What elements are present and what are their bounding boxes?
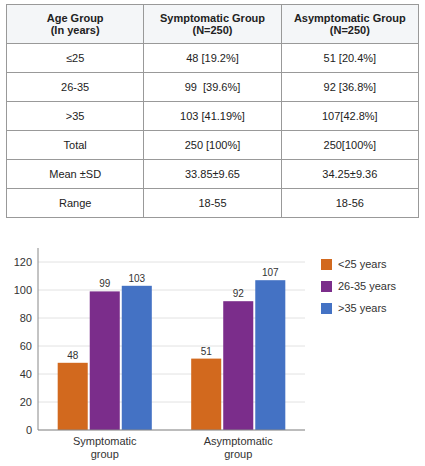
table-cell: 107[42.8%] bbox=[281, 102, 418, 131]
table-cell: 33.85±9.65 bbox=[144, 160, 281, 189]
legend-entry: 26-35 years bbox=[338, 280, 397, 292]
data-label: 48 bbox=[67, 350, 79, 361]
table-cell: 48 [19.2%] bbox=[144, 44, 281, 73]
table-cell: Mean ±SD bbox=[7, 160, 144, 189]
grid-line bbox=[38, 430, 305, 431]
header-row: Age Group (In years)Symptomatic Group (N… bbox=[7, 5, 419, 44]
column-header: Asymptomatic Group (N=250) bbox=[281, 5, 418, 44]
bars bbox=[58, 280, 286, 430]
y-tick-label: 20 bbox=[20, 396, 32, 408]
legend-swatch bbox=[321, 303, 332, 314]
legend-swatch bbox=[321, 281, 332, 292]
table-row: Mean ±SD33.85±9.6534.25±9.36 bbox=[7, 160, 419, 189]
column-header: Age Group (In years) bbox=[7, 5, 144, 44]
data-table: Age Group (In years)Symptomatic Group (N… bbox=[6, 4, 419, 218]
y-tick-label: 120 bbox=[14, 256, 32, 268]
bar bbox=[191, 359, 221, 430]
table-cell: 99 [39.6%] bbox=[144, 73, 281, 102]
page: Age Group (In years)Symptomatic Group (N… bbox=[0, 4, 425, 466]
table-cell: 51 [20.4%] bbox=[281, 44, 418, 73]
data-label: 103 bbox=[128, 273, 145, 284]
bar bbox=[122, 286, 152, 430]
y-tick-label: 60 bbox=[20, 340, 32, 352]
y-tick-label: 80 bbox=[20, 312, 32, 324]
table-cell: 92 [36.8%] bbox=[281, 73, 418, 102]
legend-swatch bbox=[321, 259, 332, 270]
bar-chart: 0 20 40 60 80 100 120 48 51 99 92 103 107 Symptomatic… bbox=[0, 234, 425, 466]
bar bbox=[255, 280, 285, 430]
x-tick-label: Symptomaticgroup bbox=[73, 435, 137, 460]
table-cell: Total bbox=[7, 131, 144, 160]
y-tick-label: 100 bbox=[14, 284, 32, 296]
legend-entry: <25 years bbox=[338, 258, 387, 270]
table-cell: 103 [41.19%] bbox=[144, 102, 281, 131]
table-row: ≤2548 [19.2%]51 [20.4%] bbox=[7, 44, 419, 73]
table-row: >35103 [41.19%]107[42.8%] bbox=[7, 102, 419, 131]
table-cell: 250[100%] bbox=[281, 131, 418, 160]
data-label: 107 bbox=[262, 267, 279, 278]
column-header: Symptomatic Group (N=250) bbox=[144, 5, 281, 44]
table-cell: 34.25±9.36 bbox=[281, 160, 418, 189]
bar bbox=[58, 363, 88, 430]
y-tick-label: 0 bbox=[26, 424, 32, 436]
table-cell: ≤25 bbox=[7, 44, 144, 73]
data-label: 99 bbox=[99, 278, 111, 289]
data-label: 92 bbox=[233, 288, 245, 299]
table-row: 26-3599 [39.6%]92 [36.8%] bbox=[7, 73, 419, 102]
bar bbox=[90, 291, 120, 430]
table-cell: 26-35 bbox=[7, 73, 144, 102]
table-cell: 250 [100%] bbox=[144, 131, 281, 160]
legend-entry: >35 years bbox=[338, 302, 387, 314]
table-row: Range18-5518-56 bbox=[7, 189, 419, 218]
table-cell: Range bbox=[7, 189, 144, 218]
x-tick-label: Asymptomaticgroup bbox=[204, 435, 274, 460]
data-label: 51 bbox=[201, 346, 213, 357]
table-cell: 18-55 bbox=[144, 189, 281, 218]
grid-line bbox=[38, 262, 305, 263]
bar bbox=[223, 301, 253, 430]
y-axis-line bbox=[38, 248, 39, 430]
table-cell: >35 bbox=[7, 102, 144, 131]
x-axis-line bbox=[38, 430, 305, 431]
y-tick-label: 40 bbox=[20, 368, 32, 380]
table-row: Total250 [100%]250[100%] bbox=[7, 131, 419, 160]
table-cell: 18-56 bbox=[281, 189, 418, 218]
